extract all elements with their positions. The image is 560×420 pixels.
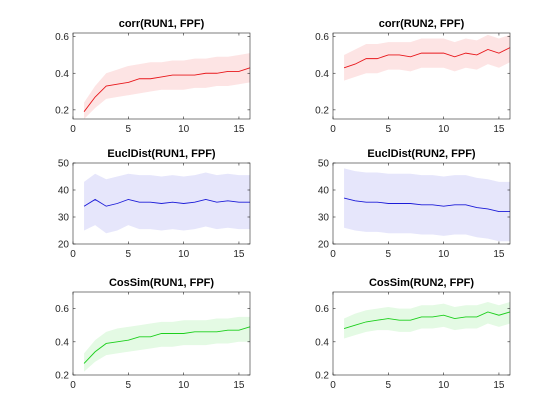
y-tick-label: 0.2 — [315, 371, 329, 382]
y-tick-label: 0.6 — [55, 32, 69, 43]
y-tick-label: 0.2 — [55, 105, 69, 116]
x-tick-label: 15 — [493, 249, 505, 260]
chart-title: CosSim(RUN1, FPF) — [109, 277, 214, 289]
x-tick-label: 5 — [126, 380, 132, 391]
x-tick-label: 10 — [178, 249, 190, 260]
y-tick-label: 0.6 — [55, 304, 69, 315]
subplot: 0 5 10 15 20 30 40 50 EuclDist(RUN2, FPF) — [318, 148, 510, 260]
y-tick-label: 0.6 — [315, 32, 329, 43]
y-tick-label: 40 — [318, 186, 330, 197]
chart-title: EuclDist(RUN1, FPF) — [107, 148, 216, 160]
x-tick-label: 0 — [70, 380, 76, 391]
chart-title: corr(RUN2, FPF) — [379, 18, 465, 30]
y-tick-label: 0.4 — [315, 337, 329, 348]
x-tick-label: 0 — [70, 249, 76, 260]
chart-title: EuclDist(RUN2, FPF) — [367, 148, 476, 160]
x-tick-label: 10 — [438, 380, 450, 391]
subplot: 0 5 10 15 0.2 0.4 0.6 corr(RUN2, FPF) — [315, 18, 510, 135]
x-tick-label: 5 — [126, 249, 132, 260]
y-tick-label: 0.2 — [315, 105, 329, 116]
x-tick-label: 15 — [493, 124, 505, 135]
x-tick-label: 5 — [386, 380, 392, 391]
subplot: 0 5 10 15 0.2 0.4 0.6 CosSim(RUN1, FPF) — [55, 277, 250, 391]
x-tick-label: 5 — [126, 124, 132, 135]
x-tick-label: 0 — [70, 124, 76, 135]
y-tick-label: 0.4 — [55, 337, 69, 348]
subplot: 0 5 10 15 0.2 0.4 0.6 CosSim(RUN2, FPF) — [315, 277, 510, 391]
x-tick-label: 10 — [438, 124, 450, 135]
x-tick-label: 5 — [386, 249, 392, 260]
x-tick-label: 10 — [178, 124, 190, 135]
y-tick-label: 20 — [58, 240, 70, 251]
y-tick-label: 50 — [58, 159, 70, 170]
x-tick-label: 15 — [233, 249, 245, 260]
subplot: 0 5 10 15 20 30 40 50 EuclDist(RUN1, FPF) — [58, 148, 250, 260]
subplot: 0 5 10 15 0.2 0.4 0.6 corr(RUN1, FPF) — [55, 18, 250, 135]
x-tick-label: 15 — [233, 380, 245, 391]
y-tick-label: 0.4 — [55, 69, 69, 80]
x-tick-label: 0 — [330, 249, 336, 260]
x-tick-label: 15 — [233, 124, 245, 135]
y-tick-label: 0.4 — [315, 69, 329, 80]
x-tick-label: 15 — [493, 380, 505, 391]
x-tick-label: 0 — [330, 124, 336, 135]
chart-title: CosSim(RUN2, FPF) — [369, 277, 474, 289]
y-tick-label: 40 — [58, 186, 70, 197]
chart-title: corr(RUN1, FPF) — [119, 18, 205, 30]
x-tick-label: 10 — [178, 380, 190, 391]
x-tick-label: 5 — [386, 124, 392, 135]
x-tick-label: 10 — [438, 249, 450, 260]
y-tick-label: 30 — [58, 213, 70, 224]
y-tick-label: 50 — [318, 159, 330, 170]
y-tick-label: 30 — [318, 213, 330, 224]
y-tick-label: 0.2 — [55, 371, 69, 382]
y-tick-label: 0.6 — [315, 304, 329, 315]
y-tick-label: 20 — [318, 240, 330, 251]
x-tick-label: 0 — [330, 380, 336, 391]
